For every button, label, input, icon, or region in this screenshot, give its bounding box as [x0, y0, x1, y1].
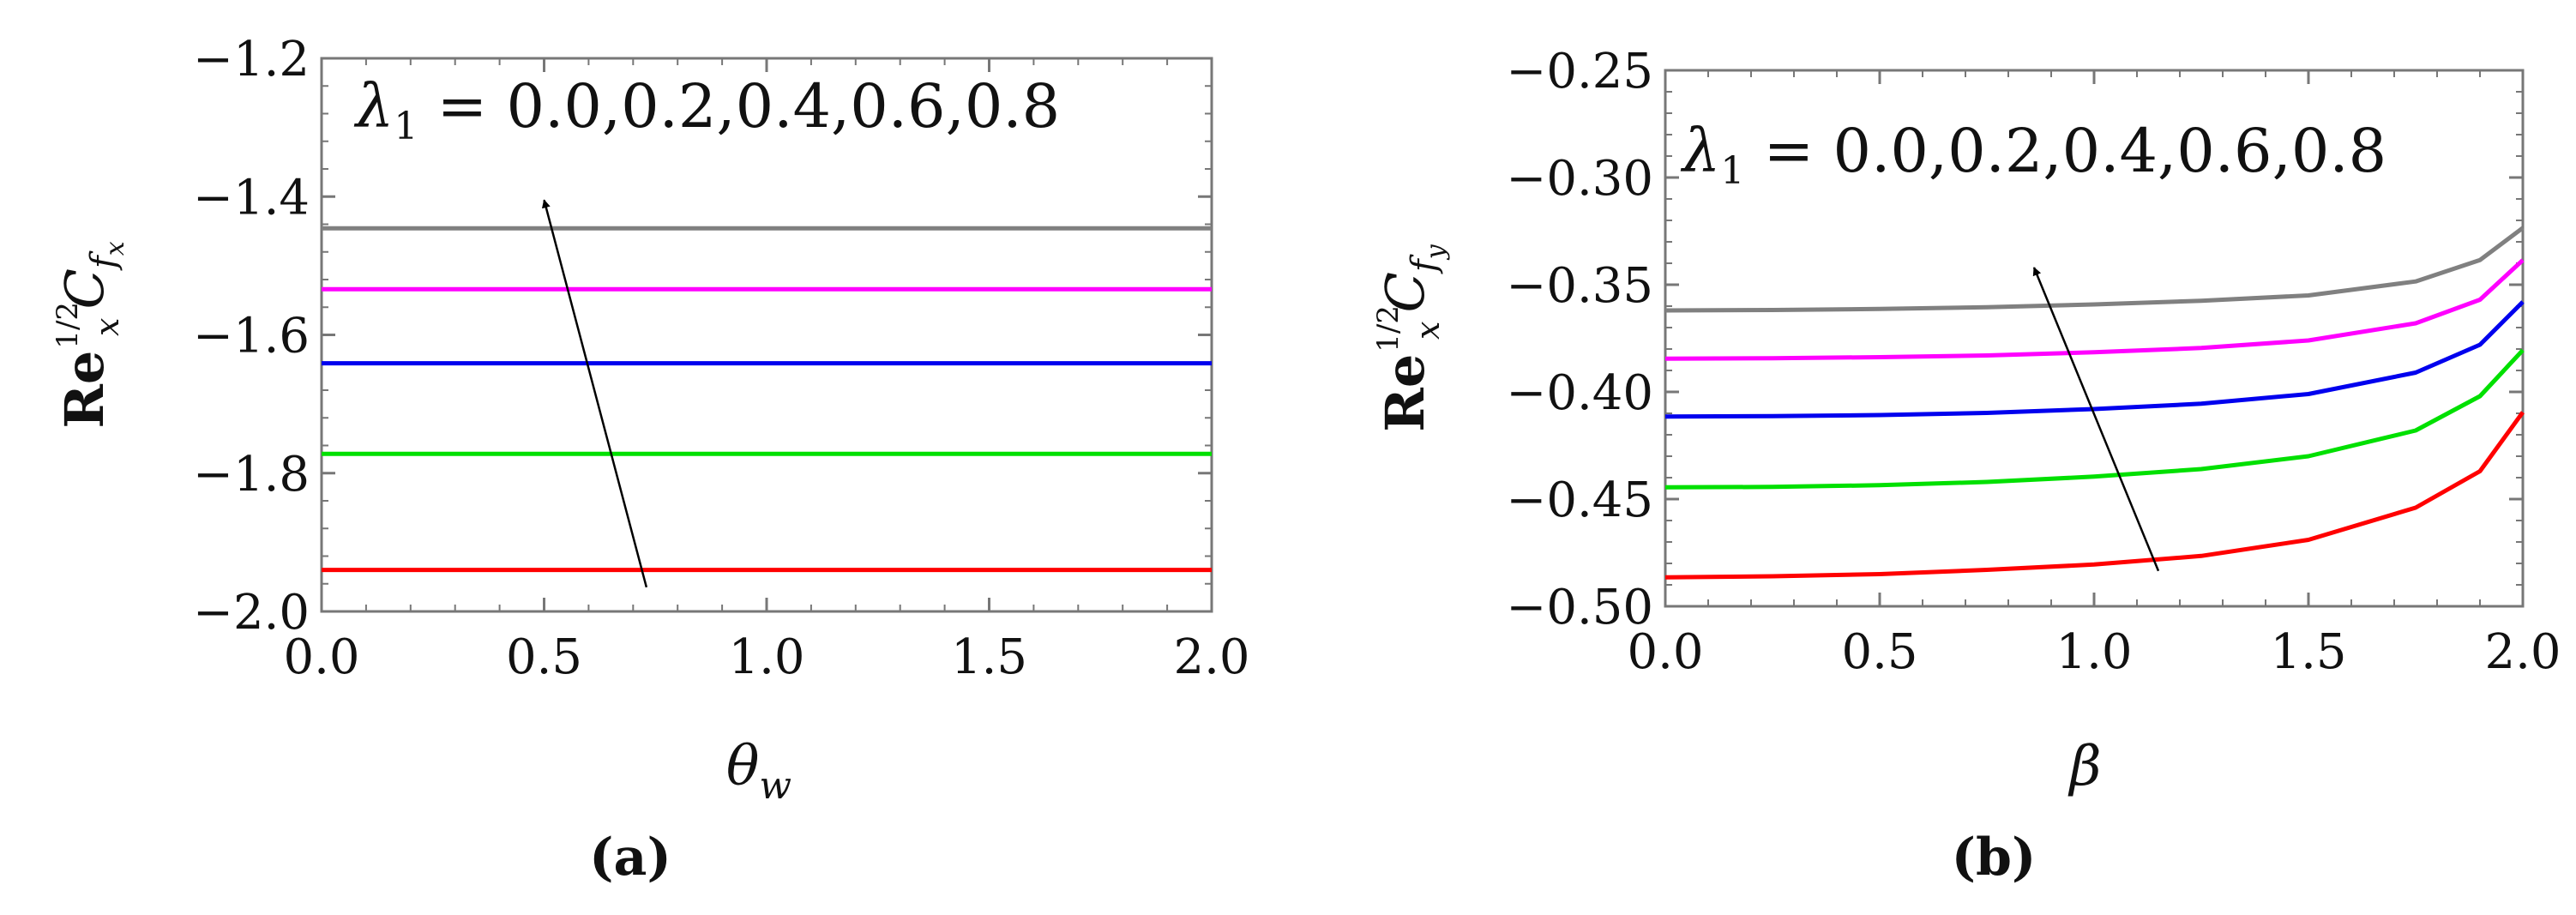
- y-tick-label: −0.30: [1506, 151, 1653, 207]
- x-tick-label: 2.0: [1173, 629, 1249, 685]
- series-line-0: [1664, 411, 2525, 580]
- x-tick-label: 1.0: [728, 629, 804, 685]
- y-tick-label: −0.35: [1506, 258, 1653, 314]
- x-axis-label: β: [2068, 735, 2102, 798]
- series-line-3: [1664, 258, 2525, 361]
- x-tick-label: 2.0: [2484, 624, 2561, 680]
- annotation-label: λ1 = 0.0,0.2,0.4,0.6,0.8: [1680, 116, 2386, 193]
- y-tick-label: −1.4: [193, 170, 310, 226]
- series-line-1: [1664, 348, 2525, 490]
- annotation-label: λ1 = 0.0,0.2,0.4,0.6,0.8: [353, 71, 1060, 148]
- annotation-arrow: [541, 199, 648, 588]
- y-tick-label: −1.8: [193, 447, 310, 503]
- x-tick-label: 0.0: [283, 629, 359, 685]
- panel-label: (a): [589, 828, 671, 888]
- y-tick-label: −0.45: [1506, 473, 1653, 528]
- panel-b: 0.0 0.5 1.0 1.5 2.0 −0.50 −0.45 −0.40 −0.35 −0.30…: [1371, 44, 2561, 888]
- x-tick-label: 1.5: [2270, 624, 2346, 680]
- x-tick-label: 1.0: [2055, 624, 2132, 680]
- y-tick-label: −1.6: [193, 309, 310, 364]
- x-axis-label: θw: [726, 735, 791, 808]
- annotation-arrow: [2032, 267, 2160, 572]
- x-tick-label: 0.5: [1841, 624, 1917, 680]
- y-axis-label: Re1/2 xCfx: [51, 241, 130, 428]
- y-tick-label: −0.25: [1506, 44, 1653, 99]
- y-tick-label: −1.2: [193, 32, 310, 87]
- panel-label: (b): [1952, 828, 2037, 888]
- y-tick-label: −2.0: [193, 585, 310, 641]
- series-line-2: [1664, 300, 2525, 419]
- series-line-4: [1664, 226, 2525, 313]
- panel-a: 0.0 0.5 1.0 1.5 2.0 −2.0 −1.8 −1.6 −1.4 −1.2 λ1 = …: [51, 32, 1250, 888]
- x-tick-label: 1.5: [951, 629, 1027, 685]
- x-tick-label: 0.5: [506, 629, 582, 685]
- y-axis-label: Re1/2 xCfy: [1371, 244, 1451, 431]
- y-tick-label: −0.40: [1506, 365, 1653, 421]
- y-tick-label: −0.50: [1506, 580, 1653, 635]
- x-tick-label: 0.0: [1627, 624, 1703, 680]
